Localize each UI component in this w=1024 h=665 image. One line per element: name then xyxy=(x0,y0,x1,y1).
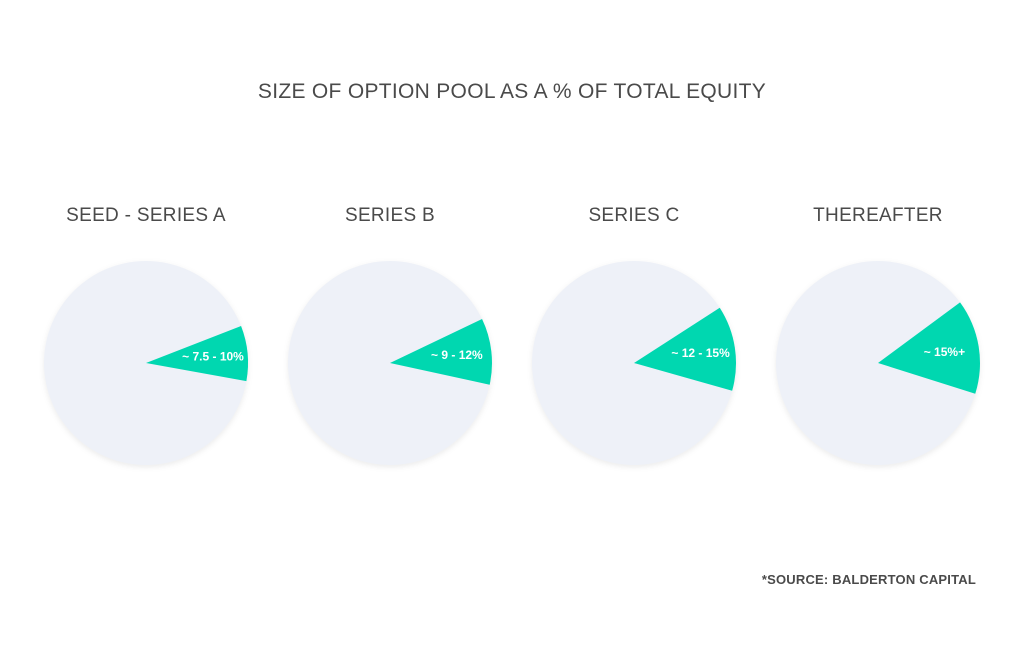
pie-panel-series-b: SERIES B ~ 9 - 12% xyxy=(268,205,512,475)
slice-value-label-seed-series-a: ~ 7.5 - 10% xyxy=(182,350,244,364)
pie-slice-thereafter xyxy=(878,302,981,394)
slice-value-label-series-c: ~ 12 - 15% xyxy=(671,346,730,360)
pie-label-series-c: SERIES C xyxy=(588,205,680,226)
source-note: *SOURCE: BALDERTON CAPITAL xyxy=(761,572,976,587)
pie-chart-thereafter: ~ 15%+ xyxy=(776,261,981,465)
slice-value-label-thereafter: ~ 15%+ xyxy=(924,345,965,359)
pie-chart-series-c: ~ 12 - 15% xyxy=(532,261,736,465)
pie-label-thereafter: THEREAFTER xyxy=(813,205,943,226)
pie-panel-series-c: SERIES C ~ 12 - 15% xyxy=(512,205,756,475)
slice-value-label-series-b: ~ 9 - 12% xyxy=(431,348,483,362)
pie-slice-series-c xyxy=(634,307,736,391)
pie-chart-seed-series-a: ~ 7.5 - 10% xyxy=(44,261,249,465)
pie-label-seed-series-a: SEED - SERIES A xyxy=(66,205,226,226)
pie-panel-seed-series-a: SEED - SERIES A ~ 7.5 - 10% xyxy=(24,205,268,475)
pie-slice-series-b xyxy=(390,319,492,385)
pie-slice-seed-series-a xyxy=(146,326,249,382)
pie-label-series-b: SERIES B xyxy=(344,205,436,226)
pie-chart-series-b: ~ 9 - 12% xyxy=(288,261,492,465)
pie-panel-thereafter: THEREAFTER ~ 15%+ xyxy=(756,205,1000,475)
chart-title: SIZE OF OPTION POOL AS A % OF TOTAL EQUI… xyxy=(257,80,767,103)
